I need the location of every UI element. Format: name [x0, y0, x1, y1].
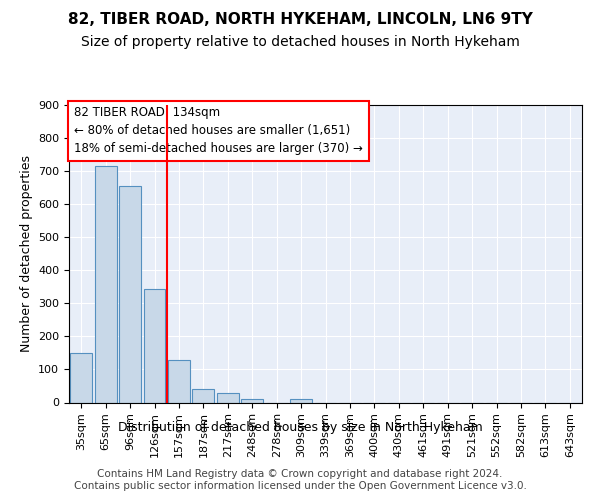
Text: Distribution of detached houses by size in North Hykeham: Distribution of detached houses by size … [118, 421, 482, 434]
Bar [143, 289, 166, 403]
Bar [290, 399, 312, 402]
Bar [119, 186, 141, 402]
Text: 82 TIBER ROAD: 134sqm
← 80% of detached houses are smaller (1,651)
18% of semi-d: 82 TIBER ROAD: 134sqm ← 80% of detached … [74, 106, 363, 156]
Text: Contains HM Land Registry data © Crown copyright and database right 2024.: Contains HM Land Registry data © Crown c… [97, 469, 503, 479]
Text: Contains public sector information licensed under the Open Government Licence v3: Contains public sector information licen… [74, 481, 526, 491]
Bar [241, 398, 263, 402]
Text: 82, TIBER ROAD, NORTH HYKEHAM, LINCOLN, LN6 9TY: 82, TIBER ROAD, NORTH HYKEHAM, LINCOLN, … [68, 12, 532, 28]
Text: Size of property relative to detached houses in North Hykeham: Size of property relative to detached ho… [80, 35, 520, 49]
Bar [193, 390, 214, 402]
Bar [95, 166, 116, 402]
Bar [217, 392, 239, 402]
Y-axis label: Number of detached properties: Number of detached properties [20, 155, 32, 352]
Bar [168, 360, 190, 403]
Bar [70, 353, 92, 403]
